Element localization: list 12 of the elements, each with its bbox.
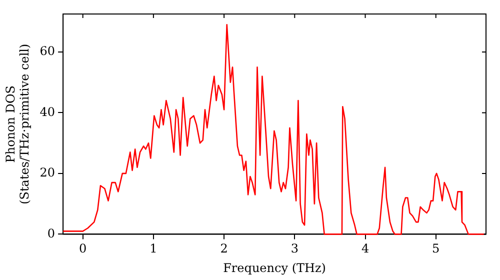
x-tick-label: 5 — [432, 242, 440, 256]
x-axis-title: Frequency (THz) — [223, 260, 326, 275]
x-tick-label: 0 — [79, 242, 87, 256]
y-tick-label: 60 — [40, 44, 56, 58]
y-tick-label: 20 — [40, 166, 56, 180]
y-tick-label: 0 — [47, 226, 56, 240]
x-tick-label: 4 — [361, 242, 370, 256]
x-tick-label: 2 — [220, 242, 228, 256]
y-axis-title: Phonon DOS (States/THz·primitive cell) — [3, 44, 32, 204]
x-tick-label: 1 — [150, 242, 158, 256]
x-tick-label: 3 — [290, 242, 298, 256]
y-tick-label: 40 — [40, 104, 56, 119]
